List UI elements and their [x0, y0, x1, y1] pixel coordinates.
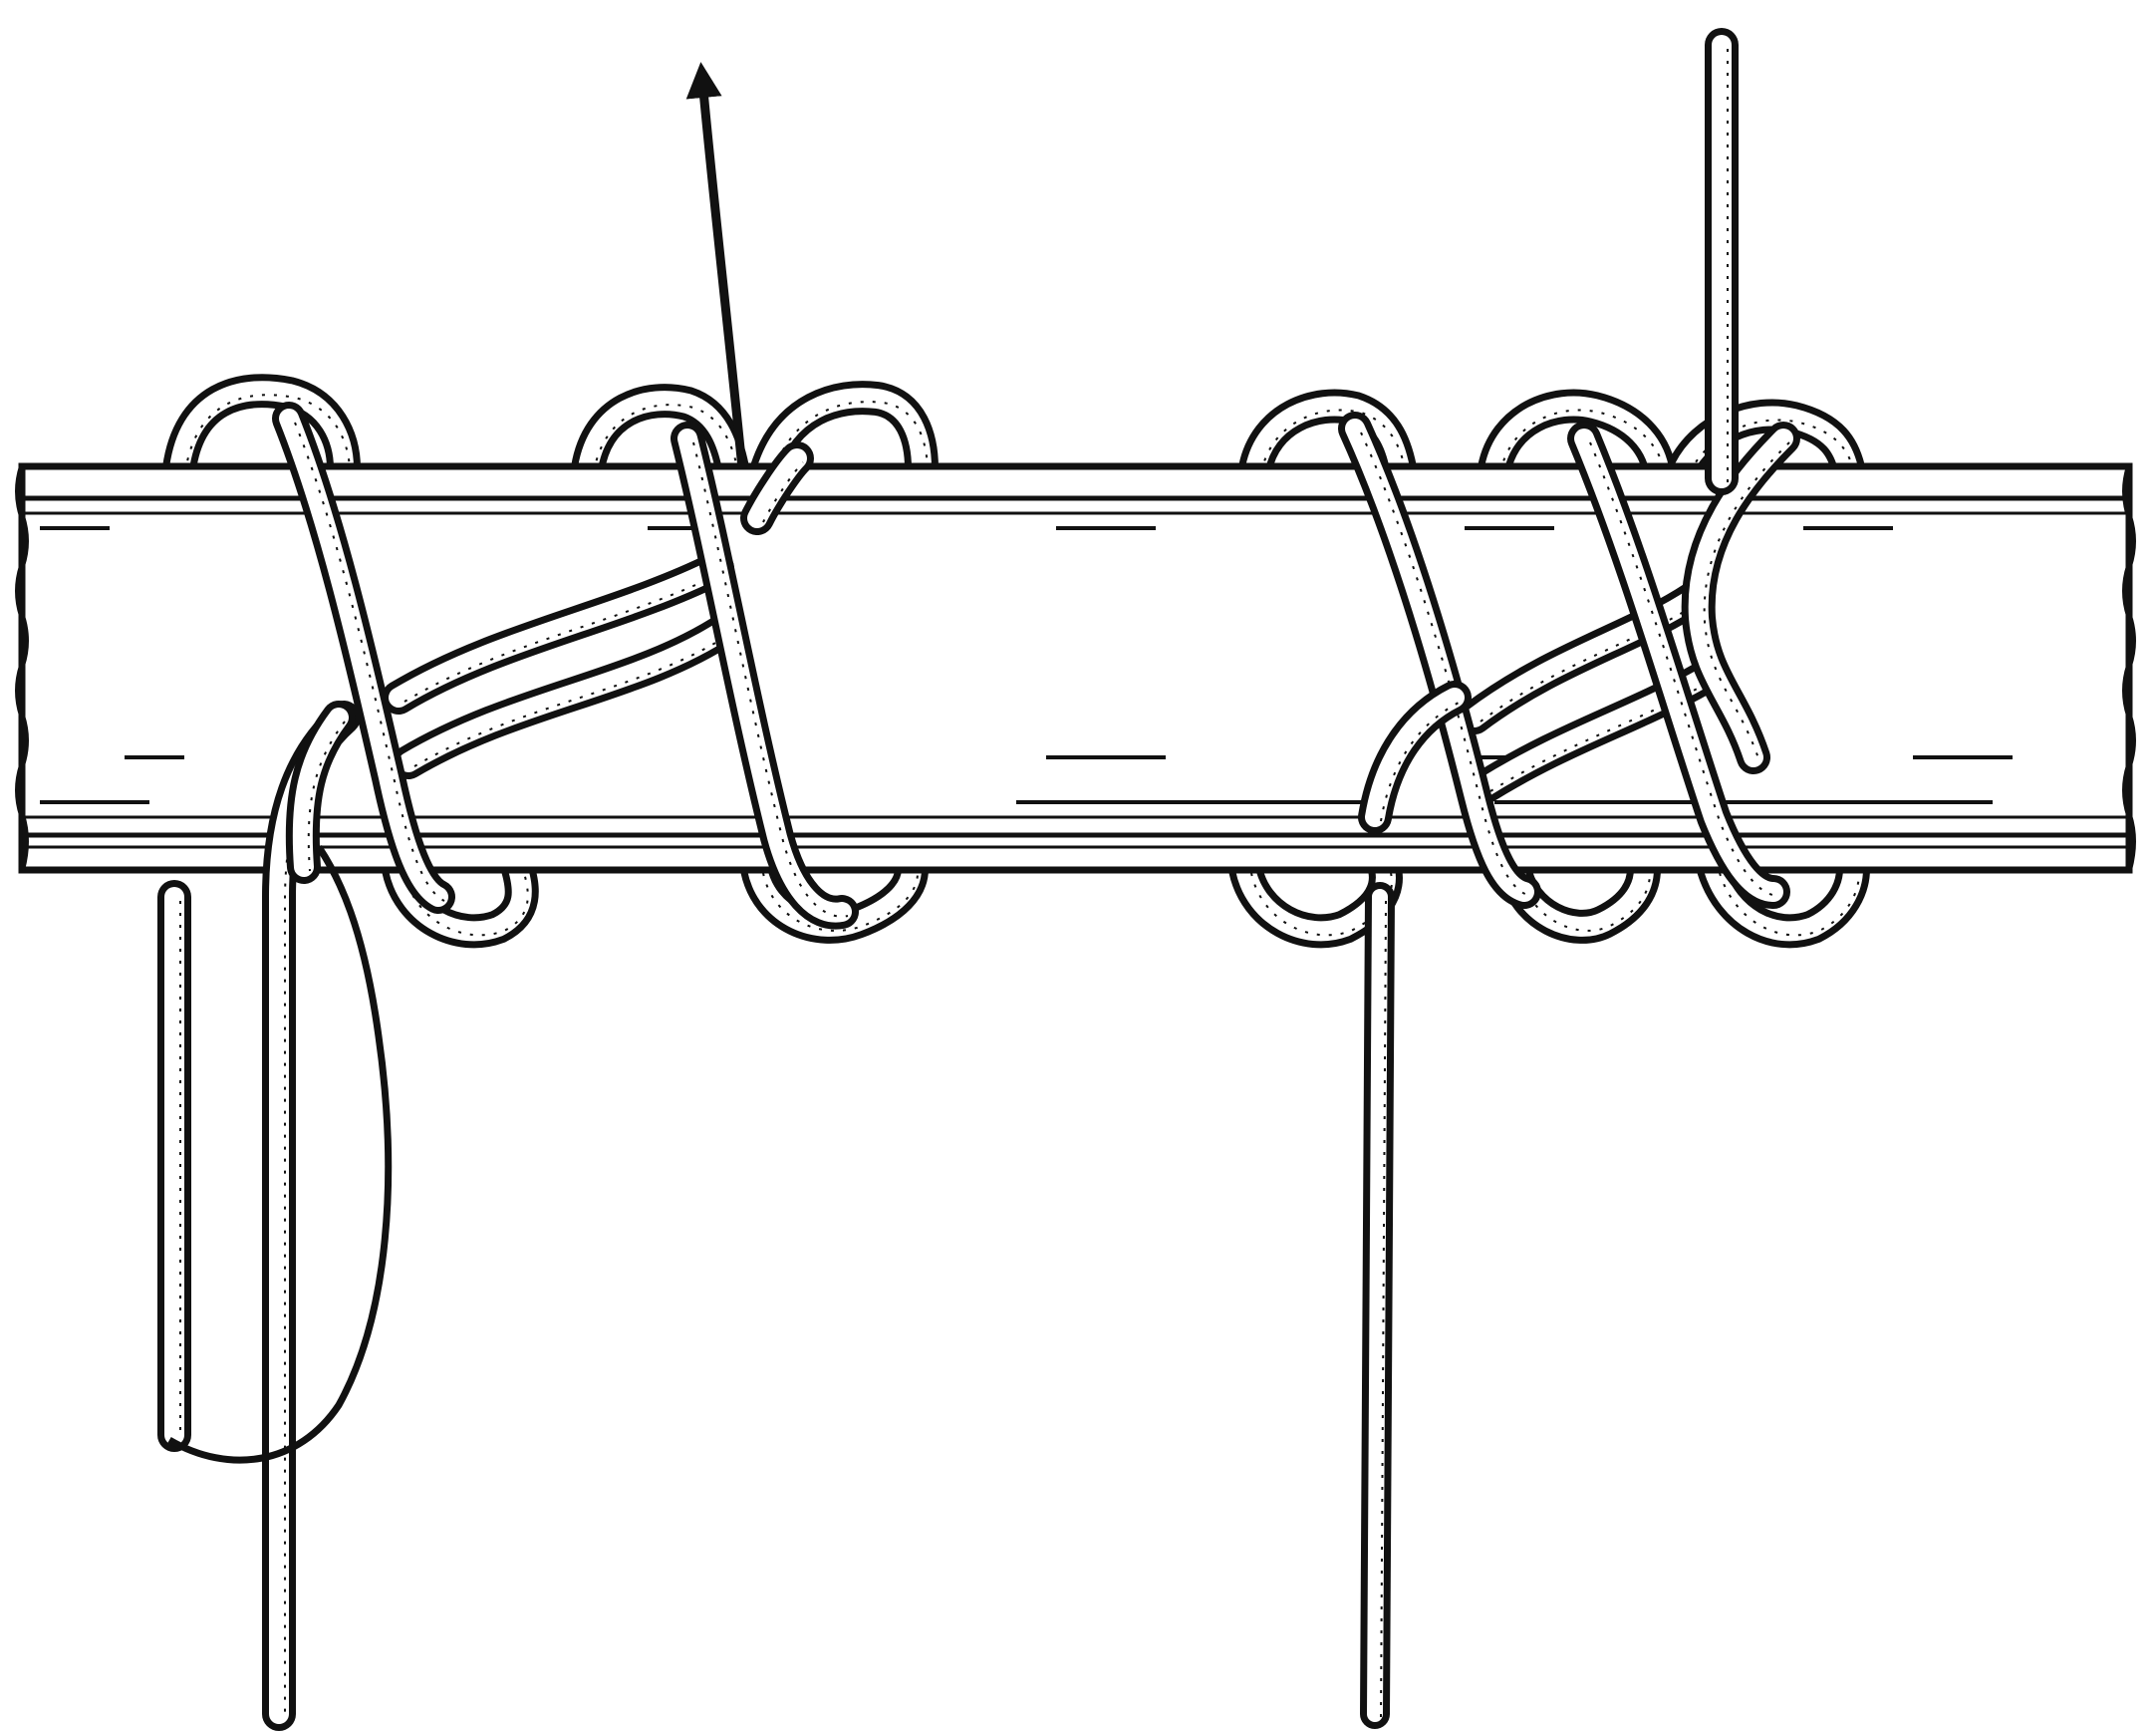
return-curve-arrow — [167, 845, 393, 1464]
right-wrap-1-front — [1338, 412, 1541, 909]
up-arrow — [685, 62, 747, 469]
left-loop-3-top — [750, 381, 939, 485]
left-loop-return — [285, 701, 356, 884]
right-loop-1-top — [1238, 389, 1417, 485]
right-standing-part — [1360, 882, 1395, 1729]
left-loop-1-top — [162, 374, 361, 485]
left-hanging-end — [157, 880, 191, 1452]
right-cross-front — [1358, 681, 1472, 834]
right-wrap-3-front — [1681, 422, 1800, 774]
right-tail-up — [1705, 28, 1739, 495]
left-wrap-3-front — [740, 441, 814, 535]
pull-arrows — [167, 62, 747, 1464]
right-diagonal-upper — [1458, 581, 1711, 734]
left-wrap-1-front — [272, 402, 455, 914]
left-loop-1-bottom — [382, 852, 539, 949]
rope-front-strands — [157, 28, 1800, 1731]
left-diagonal-upper — [382, 551, 734, 715]
left-loop-2-top — [571, 384, 749, 485]
left-wrap-2-front — [671, 422, 859, 930]
right-loop-2-top — [1478, 389, 1676, 485]
right-wrap-2-front — [1567, 422, 1790, 909]
left-diagonal-lower — [392, 611, 744, 779]
right-loop-3-bottom — [1697, 852, 1870, 949]
